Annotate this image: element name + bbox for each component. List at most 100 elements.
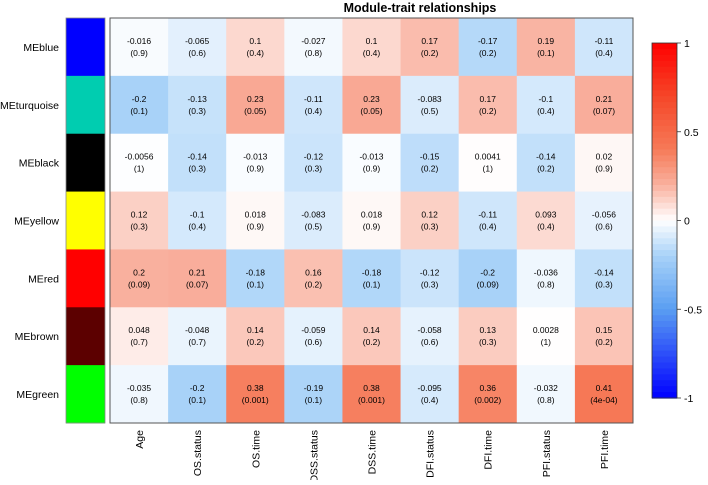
heatmap-cell bbox=[342, 191, 402, 250]
cell-value-label: 0.018 bbox=[361, 210, 383, 220]
heatmap-cell bbox=[110, 75, 169, 135]
cell-pvalue-label: (0.4) bbox=[595, 48, 613, 58]
cell-pvalue-label: (0.2) bbox=[479, 48, 497, 58]
cell-pvalue-label: (1) bbox=[483, 164, 494, 174]
cell-pvalue-label: (0.3) bbox=[188, 106, 206, 116]
colorbar-segment bbox=[652, 315, 677, 322]
cell-pvalue-label: (0.07) bbox=[186, 279, 208, 289]
cell-value-label: 0.12 bbox=[131, 210, 148, 220]
column-label: DFI.time bbox=[483, 430, 495, 470]
colorbar-segment bbox=[652, 273, 677, 281]
cell-value-label: -0.032 bbox=[534, 383, 558, 393]
colorbar-segment bbox=[652, 332, 677, 340]
colorbar-segment bbox=[652, 66, 677, 74]
colorbar-segment bbox=[652, 350, 677, 358]
column-label: OS.status bbox=[192, 430, 204, 476]
colorbar-tick-label: -1 bbox=[684, 393, 693, 405]
cell-pvalue-label: (1) bbox=[541, 337, 552, 347]
swatch-border bbox=[65, 17, 106, 424]
cell-value-label: -0.11 bbox=[595, 36, 614, 46]
heatmap-cell bbox=[168, 75, 227, 135]
cell-pvalue-label: (0.9) bbox=[595, 164, 613, 174]
cell-pvalue-label: (0.5) bbox=[421, 106, 439, 116]
cell-pvalue-label: (0.4) bbox=[247, 48, 265, 58]
colorbar-segment bbox=[652, 137, 677, 145]
colorbar-segment bbox=[652, 102, 677, 109]
cell-value-label: 0.41 bbox=[596, 383, 613, 393]
module-color-swatch bbox=[66, 307, 105, 366]
colorbar-segment bbox=[652, 179, 677, 186]
cell-value-label: 0.16 bbox=[305, 267, 322, 277]
cell-pvalue-label: (0.8) bbox=[305, 48, 323, 58]
cell-pvalue-label: (0.002) bbox=[474, 395, 501, 405]
colorbar-segment bbox=[652, 202, 677, 210]
cell-pvalue-label: (0.4) bbox=[305, 106, 323, 116]
colorbar-segment bbox=[652, 368, 677, 375]
cell-pvalue-label: (0.4) bbox=[421, 395, 439, 405]
cell-value-label: 0.17 bbox=[479, 94, 496, 104]
row-label: MEred bbox=[28, 273, 59, 285]
colorbar-tick-label: 0.5 bbox=[684, 127, 699, 139]
heatmap-cell bbox=[284, 307, 343, 366]
cell-value-label: -0.2 bbox=[132, 94, 147, 104]
cell-value-label: 0.17 bbox=[421, 36, 438, 46]
heatmap-cell bbox=[516, 75, 576, 135]
cell-pvalue-label: (0.7) bbox=[130, 337, 148, 347]
cell-pvalue-label: (0.1) bbox=[537, 48, 555, 58]
heatmap-cell bbox=[574, 75, 634, 135]
cell-value-label: -0.2 bbox=[480, 267, 495, 277]
cell-value-label: 0.093 bbox=[535, 210, 557, 220]
heatmap-cell bbox=[516, 18, 576, 77]
cell-value-label: -0.14 bbox=[594, 267, 614, 277]
heatmap-cell bbox=[110, 133, 169, 193]
colorbar-segment bbox=[652, 161, 677, 168]
heatmap-cell bbox=[226, 133, 285, 193]
cell-value-label: 0.02 bbox=[596, 152, 613, 162]
cell-value-label: -0.11 bbox=[304, 94, 323, 104]
heatmap-cell bbox=[400, 75, 460, 135]
cell-pvalue-label: (4e-04) bbox=[590, 395, 618, 405]
heatmap-cell bbox=[458, 307, 518, 366]
cell-pvalue-label: (0.7) bbox=[188, 337, 206, 347]
cell-value-label: -0.17 bbox=[478, 36, 498, 46]
heatmap-cell bbox=[574, 191, 634, 250]
colorbar-segment bbox=[652, 380, 677, 387]
colorbar-segment bbox=[652, 173, 677, 180]
heatmap-cell bbox=[284, 191, 343, 250]
cell-value-label: 0.2 bbox=[133, 267, 145, 277]
cell-pvalue-label: (0.3) bbox=[188, 164, 206, 174]
cell-pvalue-label: (0.05) bbox=[360, 106, 382, 116]
heatmap-cell bbox=[342, 249, 402, 308]
cell-value-label: -0.036 bbox=[534, 267, 558, 277]
cell-value-label: -0.12 bbox=[420, 267, 440, 277]
colorbar-segment bbox=[652, 374, 677, 381]
cell-pvalue-label: (0.001) bbox=[242, 395, 269, 405]
cell-pvalue-label: (0.4) bbox=[479, 222, 497, 232]
heatmap-cell bbox=[516, 307, 576, 366]
cell-value-label: 0.0028 bbox=[533, 325, 559, 335]
cell-value-label: -0.19 bbox=[304, 383, 324, 393]
cell-pvalue-label: (0.9) bbox=[363, 164, 381, 174]
colorbar-segment bbox=[652, 119, 677, 127]
cell-value-label: -0.12 bbox=[304, 152, 324, 162]
heatmap-cell bbox=[284, 75, 343, 135]
heatmap-cell bbox=[284, 18, 343, 77]
colorbar-segment bbox=[652, 285, 677, 293]
cell-value-label: -0.1 bbox=[190, 210, 205, 220]
colorbar-segment bbox=[652, 279, 677, 287]
cell-pvalue-label: (0.3) bbox=[130, 222, 148, 232]
heatmap-cell bbox=[516, 133, 576, 193]
heatmap-cell bbox=[226, 249, 285, 308]
heatmap-cell bbox=[168, 249, 227, 308]
cell-value-label: 0.13 bbox=[479, 325, 496, 335]
cell-pvalue-label: (0.2) bbox=[363, 337, 381, 347]
colorbar-segment bbox=[652, 190, 677, 198]
heatmap-cell bbox=[516, 249, 576, 308]
column-label: PFI.time bbox=[599, 430, 611, 469]
cell-pvalue-label: (0.4) bbox=[188, 222, 206, 232]
chart-title: Module-trait relationships bbox=[344, 1, 497, 15]
heatmap-cell bbox=[284, 365, 343, 424]
cell-pvalue-label: (0.3) bbox=[305, 164, 323, 174]
colorbar-segment bbox=[652, 72, 677, 80]
